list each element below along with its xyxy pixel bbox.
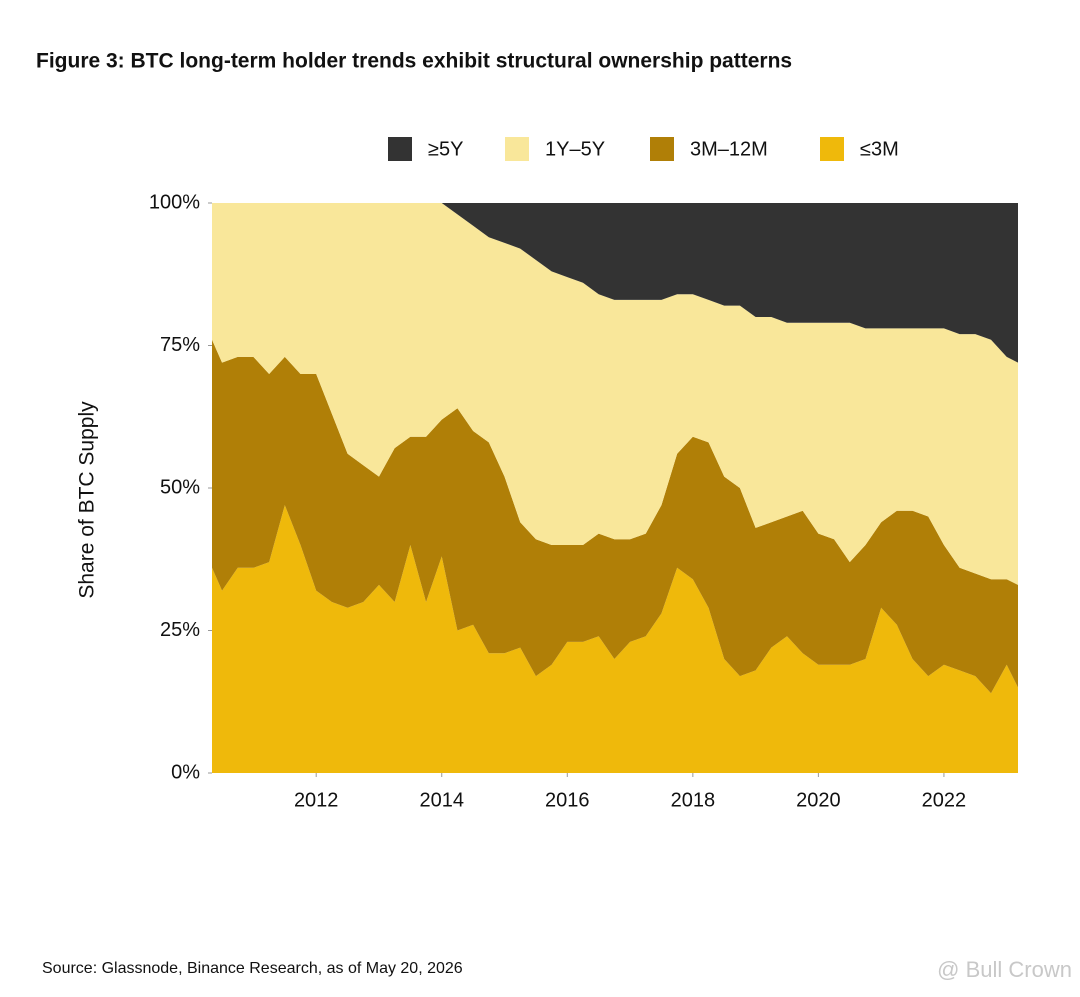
chart-title: Figure 3: BTC long-term holder trends ex… — [36, 50, 792, 73]
x-tick-label: 2012 — [294, 789, 339, 811]
x-tick-label: 2014 — [419, 789, 464, 811]
legend-label: 1Y–5Y — [545, 138, 605, 160]
legend-label: ≤3M — [860, 138, 899, 160]
legend-swatch — [820, 137, 844, 161]
y-tick-label: 75% — [160, 334, 200, 356]
y-tick-label: 25% — [160, 619, 200, 641]
area — [212, 203, 1018, 363]
area — [212, 203, 1018, 585]
x-tick-label: 2016 — [545, 789, 590, 811]
y-tick-label: 50% — [160, 476, 200, 498]
y-axis-label: Share of BTC Supply — [76, 401, 99, 599]
x-tick-label: 2020 — [796, 789, 841, 811]
area — [212, 339, 1018, 694]
area — [212, 505, 1018, 773]
source-note: Source: Glassnode, Binance Research, as … — [42, 960, 463, 977]
y-tick-label: 100% — [149, 191, 200, 213]
legend-label: 3M–12M — [690, 138, 768, 160]
legend-label: ≥5Y — [428, 138, 463, 160]
x-tick-label: 2018 — [671, 789, 716, 811]
x-tick-label: 2022 — [922, 789, 967, 811]
legend-swatch — [505, 137, 529, 161]
legend-swatch — [388, 137, 412, 161]
legend-swatch — [650, 137, 674, 161]
y-tick-label: 0% — [171, 761, 200, 783]
watermark: @ Bull Crown — [937, 957, 1072, 982]
